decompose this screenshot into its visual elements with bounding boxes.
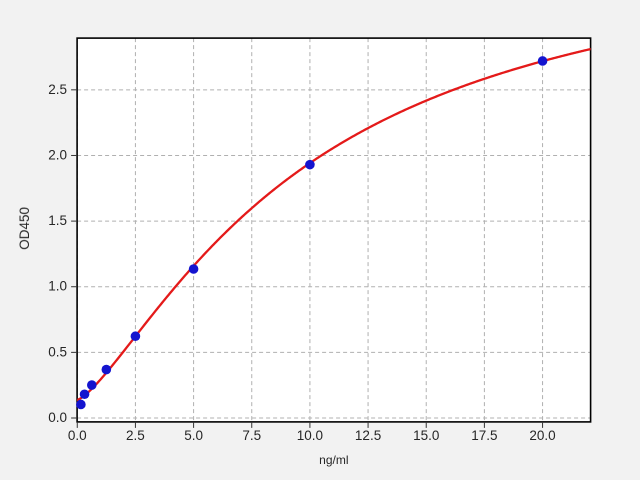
svg-text:1.0: 1.0 xyxy=(48,279,67,294)
svg-text:5.0: 5.0 xyxy=(184,428,203,443)
svg-text:20.0: 20.0 xyxy=(529,428,555,443)
svg-text:0.5: 0.5 xyxy=(48,344,67,359)
svg-text:7.5: 7.5 xyxy=(242,428,261,443)
svg-text:ng/ml: ng/ml xyxy=(319,453,348,467)
svg-text:0.0: 0.0 xyxy=(48,410,67,425)
svg-text:2.0: 2.0 xyxy=(48,147,67,162)
svg-text:1.5: 1.5 xyxy=(48,213,67,228)
svg-text:15.0: 15.0 xyxy=(413,428,439,443)
svg-text:12.5: 12.5 xyxy=(355,428,381,443)
svg-text:17.5: 17.5 xyxy=(471,428,497,443)
svg-text:2.5: 2.5 xyxy=(126,428,145,443)
svg-text:10.0: 10.0 xyxy=(297,428,323,443)
svg-text:2.5: 2.5 xyxy=(48,82,67,97)
svg-text:0.0: 0.0 xyxy=(68,428,87,443)
